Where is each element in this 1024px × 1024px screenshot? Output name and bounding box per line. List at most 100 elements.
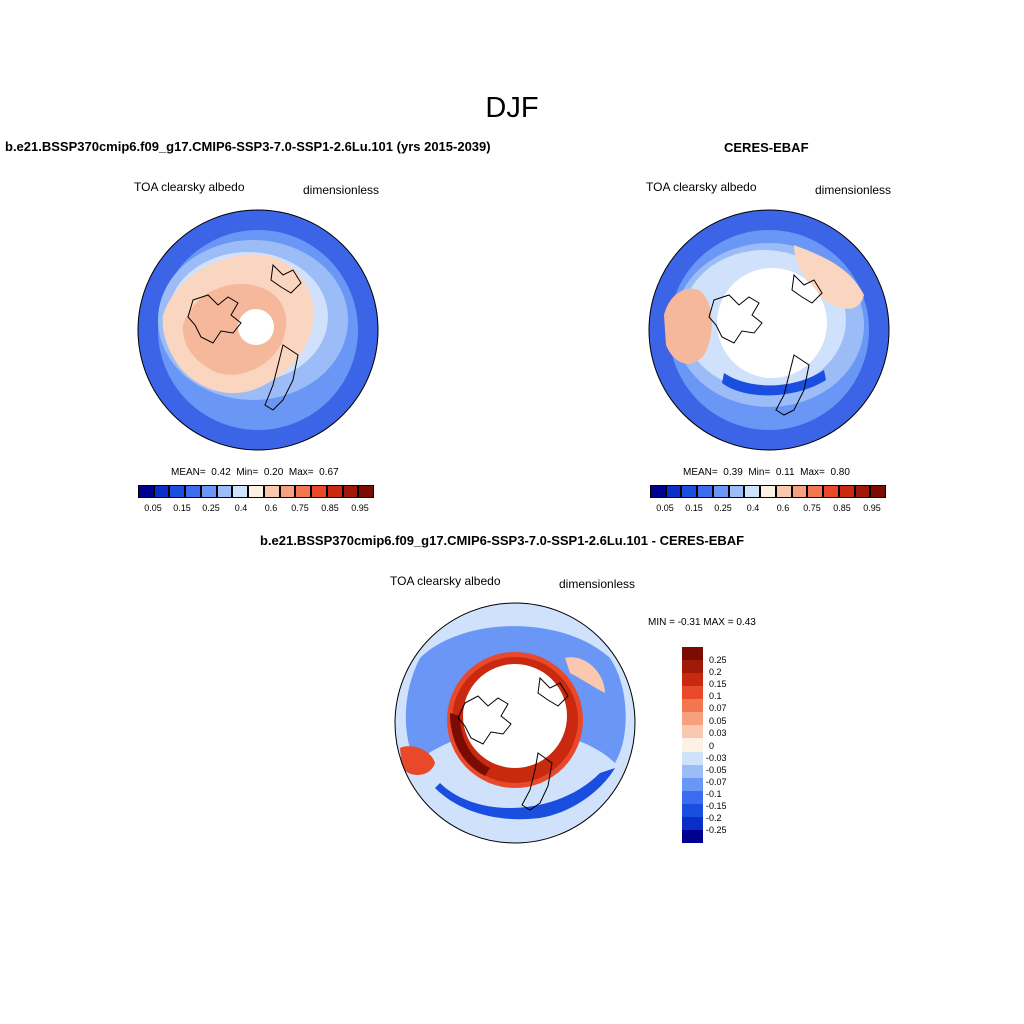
colorbar-tick-label: -0.05 xyxy=(706,765,727,775)
colorbar-swatch xyxy=(682,751,703,765)
colorbar-swatch xyxy=(682,699,703,713)
page-title: DJF xyxy=(485,92,539,124)
colorbar-swatch xyxy=(682,647,703,661)
colorbar-tick-label: 0.95 xyxy=(351,503,369,513)
land-albedo-region xyxy=(794,245,864,309)
panel-title-diff: b.e21.BSSP370cmip6.f09_g17.CMIP6-SSP3-7.… xyxy=(260,533,745,548)
colorbar-tick-label: -0.1 xyxy=(706,789,722,799)
positive-patch xyxy=(565,657,605,693)
colorbar-swatch xyxy=(138,485,154,498)
colorbar-swatch xyxy=(682,764,703,778)
coastline xyxy=(708,273,823,416)
colorbar-tick-label: 0.25 xyxy=(202,503,220,513)
variable-label-diff: TOA clearsky albedo xyxy=(390,574,501,588)
colorbar-swatch xyxy=(697,485,713,498)
minmax-diff: MIN = -0.31 MAX = 0.43 xyxy=(648,617,756,628)
colorbar-swatch xyxy=(295,485,312,498)
coastline xyxy=(457,676,569,811)
colorbar-tick-label: -0.2 xyxy=(706,813,722,823)
colorbar-tick-label: 0.15 xyxy=(709,679,727,689)
colorbar-tick-label: 0.15 xyxy=(685,503,703,513)
colorbar-tick-label: 0.4 xyxy=(746,503,760,513)
panel-title-model: b.e21.BSSP370cmip6.f09_g17.CMIP6-SSP3-7.… xyxy=(5,139,491,154)
colorbar-swatch xyxy=(342,485,359,498)
colorbar-swatch xyxy=(358,485,374,498)
colorbar-tick-label: 0.6 xyxy=(264,503,278,513)
stats-obs: MEAN= 0.39 Min= 0.11 Max= 0.80 xyxy=(683,467,850,478)
polar-map-diff xyxy=(394,602,636,844)
colorbar-swatch xyxy=(870,485,886,498)
colorbar-swatch xyxy=(682,725,703,739)
colorbar-swatch xyxy=(744,485,761,498)
polar-void xyxy=(238,309,274,345)
colorbar-swatch xyxy=(200,485,217,498)
colorbar-swatch xyxy=(279,485,296,498)
colorbar-tick-label: 0.4 xyxy=(234,503,248,513)
colorbar-tick-label: -0.03 xyxy=(706,753,727,763)
colorbar-swatch xyxy=(248,485,264,498)
colorbar-swatch xyxy=(728,485,745,498)
colorbar-swatch xyxy=(681,485,698,498)
colorbar-swatch xyxy=(791,485,808,498)
polar-map-obs xyxy=(648,209,890,451)
colorbar-swatch xyxy=(682,673,703,687)
panel-title-obs: CERES-EBAF xyxy=(724,140,809,155)
units-label-obs: dimensionless xyxy=(815,183,892,197)
colorbar-swatch xyxy=(682,790,703,804)
colorbar-swatch xyxy=(823,485,839,498)
colorbar-swatch xyxy=(169,485,186,498)
colorbar-swatch xyxy=(682,803,703,817)
colorbar-swatch xyxy=(153,485,170,498)
colorbar-tick-label: 0.07 xyxy=(709,703,727,713)
colorbar-swatch xyxy=(682,777,703,791)
colorbar-tick-label: 0.1 xyxy=(709,691,722,701)
colorbar-tick-label: 0 xyxy=(709,741,715,751)
colorbar-swatch xyxy=(326,485,343,498)
polar-map-model xyxy=(137,209,379,451)
colorbar-swatch xyxy=(854,485,871,498)
coastline xyxy=(187,263,302,411)
colorbar-tick-label: 0.03 xyxy=(709,728,727,738)
high-albedo-region xyxy=(182,284,287,375)
colorbar-tick-label: 0.05 xyxy=(144,503,162,513)
land-albedo-region xyxy=(664,288,712,364)
colorbar-tick-label: 0.75 xyxy=(803,503,821,513)
colorbar-swatch xyxy=(760,485,776,498)
colorbar-swatch xyxy=(185,485,201,498)
colorbar-tick-label: 0.75 xyxy=(291,503,309,513)
colorbar-swatch xyxy=(682,738,703,752)
colorbar-swatch xyxy=(682,816,703,830)
variable-label-model: TOA clearsky albedo xyxy=(134,180,245,194)
colorbar-swatch xyxy=(311,485,327,498)
stats-model: MEAN= 0.42 Min= 0.20 Max= 0.67 xyxy=(171,467,339,478)
colorbar-tick-label: 0.95 xyxy=(863,503,881,513)
units-label-diff: dimensionless xyxy=(559,577,636,591)
positive-ring-strong xyxy=(450,713,490,776)
colorbar-tick-label: 0.85 xyxy=(321,503,339,513)
positive-patch xyxy=(400,746,435,775)
colorbar-swatch xyxy=(650,485,666,498)
colorbar-diff xyxy=(682,647,703,843)
colorbar-tick-label: 0.25 xyxy=(714,503,732,513)
colorbar-swatch xyxy=(665,485,682,498)
colorbar-swatch xyxy=(263,485,280,498)
colorbar-tick-label: -0.25 xyxy=(706,825,727,835)
colorbar-tick-label: 0.85 xyxy=(833,503,851,513)
colorbar-swatch xyxy=(682,660,703,674)
colorbar-swatch xyxy=(712,485,729,498)
colorbar-swatch xyxy=(682,686,703,700)
colorbar-swatch xyxy=(838,485,855,498)
colorbar-swatch xyxy=(216,485,233,498)
colorbar-obs xyxy=(650,485,886,498)
colorbar-tick-label: 0.15 xyxy=(173,503,191,513)
colorbar-swatch xyxy=(807,485,824,498)
polar-void xyxy=(717,268,827,378)
colorbar-swatch xyxy=(682,829,703,843)
colorbar-swatch xyxy=(682,712,703,726)
colorbar-tick-label: 0.05 xyxy=(656,503,674,513)
colorbar-model xyxy=(138,485,374,498)
colorbar-tick-label: 0.25 xyxy=(709,655,727,665)
colorbar-swatch xyxy=(232,485,249,498)
colorbar-tick-label: 0.2 xyxy=(709,667,722,677)
variable-label-obs: TOA clearsky albedo xyxy=(646,180,757,194)
